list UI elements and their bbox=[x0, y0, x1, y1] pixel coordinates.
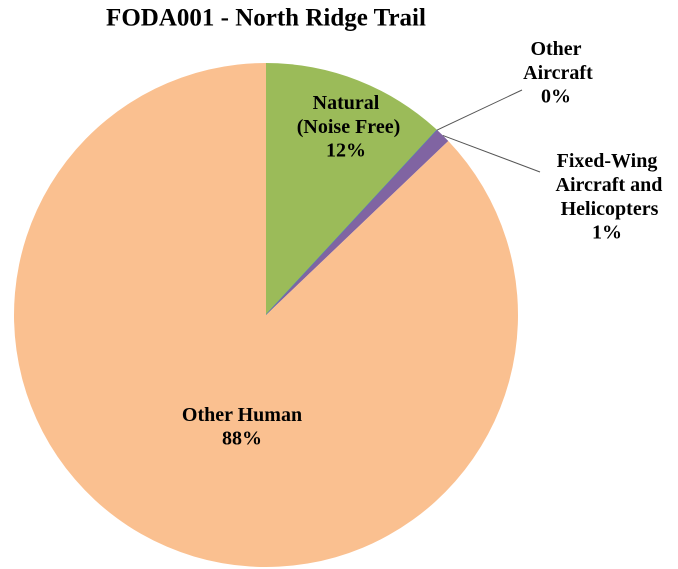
leader-line bbox=[436, 89, 523, 131]
pie-slice bbox=[266, 63, 438, 315]
slice-label: Fixed-Wing Aircraft and Helicopters bbox=[552, 150, 663, 220]
leader-line bbox=[442, 134, 541, 173]
value-label: 12% bbox=[326, 140, 366, 162]
value-label: 1% bbox=[592, 222, 622, 244]
slice-label: Natural (Noise Free) bbox=[292, 92, 400, 138]
chart-title: FODA001 - North Ridge Trail bbox=[106, 5, 426, 32]
pie-slice bbox=[13, 63, 519, 567]
value-label: 0% bbox=[541, 86, 571, 108]
value-label: 88% bbox=[222, 428, 262, 450]
slice-label: Other Human bbox=[182, 404, 302, 426]
slice-label: Other Aircraft bbox=[519, 38, 593, 84]
pie-slice bbox=[266, 130, 449, 315]
